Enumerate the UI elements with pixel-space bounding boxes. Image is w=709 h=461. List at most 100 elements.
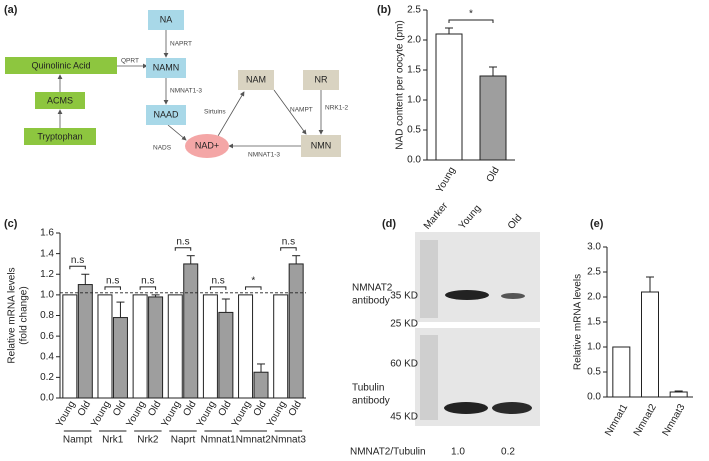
node-box xyxy=(146,58,186,78)
enzyme-label: NMNAT1-3 xyxy=(170,88,202,95)
y-tick-label: 1.5 xyxy=(407,65,421,76)
bar xyxy=(218,311,234,399)
significance-label: n.s xyxy=(282,236,295,247)
node-label: NAMN xyxy=(153,62,180,72)
node-box xyxy=(303,70,339,90)
significance-label: n.s xyxy=(141,276,154,287)
x-tick-label: Young xyxy=(124,399,148,429)
band xyxy=(445,290,489,300)
y-tick-label: 0.5 xyxy=(407,125,421,136)
ratio-value: 0.2 xyxy=(501,447,515,458)
bar xyxy=(183,263,199,399)
marker-size: 45 KD xyxy=(390,412,418,423)
enzyme-label: NAPRT xyxy=(170,41,192,48)
y-tick-label: 0.4 xyxy=(40,351,54,362)
x-tick-label: Nmnat3 xyxy=(661,402,688,438)
node-box xyxy=(301,135,341,157)
significance-bracket xyxy=(280,247,297,251)
y-tick-label: 2.5 xyxy=(587,267,601,278)
y-tick-label: 1.0 xyxy=(40,290,54,301)
y-axis-label: Relative mRNA levels xyxy=(573,274,584,370)
y-axis-label: NAD content per oocyte (pm) xyxy=(395,20,406,150)
category-label: Naprt xyxy=(171,435,196,446)
marker-lane xyxy=(420,240,438,318)
panel-label: (d) xyxy=(382,218,396,230)
pathway-diagram: NA NAMN NAAD NAD+ Quinolinic Acid ACMS T… xyxy=(5,10,349,159)
node-box xyxy=(238,70,274,90)
bar xyxy=(288,263,304,399)
bar xyxy=(148,296,164,399)
x-tick-label: Old xyxy=(76,399,93,418)
x-tick-label: Young xyxy=(434,165,458,195)
lane-label: Marker xyxy=(422,200,451,231)
antibody-label: NMNAT2 xyxy=(352,283,393,294)
bar xyxy=(202,294,218,399)
y-tick-label: 0.0 xyxy=(40,393,54,404)
category-label: Nrk2 xyxy=(137,435,159,446)
band xyxy=(501,293,525,299)
significance-bracket xyxy=(448,19,494,23)
y-tick-label: 0.0 xyxy=(587,392,601,403)
y-tick-label: 0.6 xyxy=(40,331,54,342)
ratio-value: 1.0 xyxy=(451,447,465,458)
panel-label: (a) xyxy=(4,4,18,16)
node-box xyxy=(5,57,117,74)
x-tick-label: Young xyxy=(89,399,113,429)
enzyme-label: QPRT xyxy=(121,58,139,65)
bar xyxy=(641,291,659,398)
y-tick-label: 2.0 xyxy=(407,35,421,46)
antibody-label: antibody xyxy=(352,296,390,307)
y-tick-label: 2.0 xyxy=(587,292,601,303)
node-box xyxy=(148,10,184,30)
significance-bracket xyxy=(69,265,86,270)
bar xyxy=(669,391,688,398)
category-label: Nampt xyxy=(63,435,93,446)
enzyme-label: NMNAT1-3 xyxy=(248,152,280,159)
y-tick-label: 3.0 xyxy=(587,242,601,253)
y-tick-label: 2.5 xyxy=(407,5,421,16)
y-axis-label: Relative mRNA levels xyxy=(7,267,18,363)
band xyxy=(444,402,488,414)
y-tick-label: 0.5 xyxy=(587,367,601,378)
x-tick-label: Young xyxy=(230,399,254,429)
bar xyxy=(238,294,254,399)
significance-bracket xyxy=(104,286,121,290)
panel-label: (c) xyxy=(4,218,18,230)
band xyxy=(492,402,532,414)
y-tick-label: 1.0 xyxy=(587,342,601,353)
x-tick-label: Old xyxy=(111,399,128,418)
x-tick-label: Old xyxy=(146,399,163,418)
bar xyxy=(97,294,113,399)
significance-label: * xyxy=(469,9,473,20)
enzyme-label: NADS xyxy=(153,145,172,152)
bar xyxy=(612,346,631,398)
enzyme-label: Sirtuins xyxy=(204,109,226,116)
x-tick-label: Old xyxy=(485,165,502,184)
x-tick-label: Nmnat2 xyxy=(632,402,659,438)
bar xyxy=(435,33,463,161)
marker-lane xyxy=(420,335,438,420)
x-tick-label: Old xyxy=(216,399,233,418)
node-label: Tryptophan xyxy=(37,131,82,141)
enzyme-label: NAMPT xyxy=(290,107,313,114)
x-tick-label: Young xyxy=(54,399,78,429)
node-box xyxy=(35,92,85,109)
y-tick-label: 0.0 xyxy=(407,155,421,166)
y-tick-label: 1.5 xyxy=(587,317,601,328)
y-tick-label: 1.6 xyxy=(40,228,54,239)
x-tick-label: Young xyxy=(160,399,184,429)
significance-bracket xyxy=(245,286,262,290)
marker-size: 60 KD xyxy=(390,359,418,370)
panel-label: (b) xyxy=(377,4,391,16)
x-tick-label: Old xyxy=(252,399,269,418)
node-box xyxy=(146,105,186,125)
category-label: Nmnat3 xyxy=(271,435,306,446)
bar xyxy=(132,294,148,399)
significance-label: n.s xyxy=(176,236,189,247)
bar xyxy=(479,75,507,161)
significance-bracket xyxy=(139,286,157,290)
node-label: NMN xyxy=(311,140,332,150)
significance-label: n.s xyxy=(106,276,119,287)
bar xyxy=(253,371,269,399)
